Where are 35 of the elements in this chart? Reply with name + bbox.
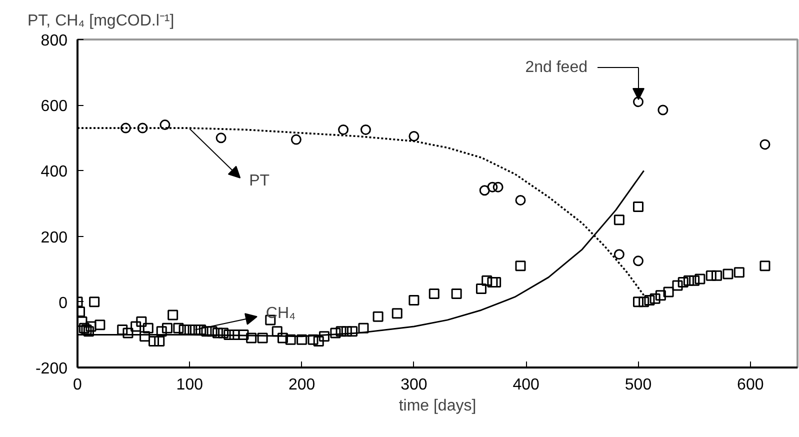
x-tick-label: 0 <box>73 376 82 394</box>
y-axis-title: PT, CH₄ [mgCOD.l⁻¹] <box>28 12 174 30</box>
point <box>290 134 302 145</box>
x-axis-title: time [days] <box>398 398 476 414</box>
point <box>633 96 644 108</box>
y-tick-label: 800 <box>40 32 68 50</box>
x-tick-label: 100 <box>176 376 204 394</box>
point <box>760 139 770 150</box>
x-tick-label: 200 <box>288 376 316 394</box>
annotation: CH₄ <box>266 304 296 322</box>
point <box>160 120 170 130</box>
point <box>614 249 624 260</box>
annotation: PT <box>249 172 270 190</box>
point <box>633 256 644 266</box>
point <box>338 124 349 135</box>
point <box>492 182 504 192</box>
point <box>487 182 498 192</box>
point <box>408 131 420 142</box>
point <box>515 194 526 206</box>
point <box>120 122 131 134</box>
y-tick-label: 200 <box>40 229 68 246</box>
y-tick-label: 600 <box>40 98 68 116</box>
y-tick-label: 0 <box>58 294 68 312</box>
y-tick-label: 400 <box>40 164 68 181</box>
x-tick-label: 300 <box>400 376 428 394</box>
point <box>360 124 371 135</box>
point <box>137 122 148 134</box>
x-tick-label: 600 <box>737 376 764 394</box>
y-tick-label: -200 <box>35 360 68 378</box>
point <box>216 132 226 144</box>
point <box>479 185 490 196</box>
x-tick-label: 400 <box>512 376 540 394</box>
point <box>658 104 668 116</box>
annotation: 2nd feed <box>525 59 588 76</box>
x-tick-label: 500 <box>624 376 652 394</box>
